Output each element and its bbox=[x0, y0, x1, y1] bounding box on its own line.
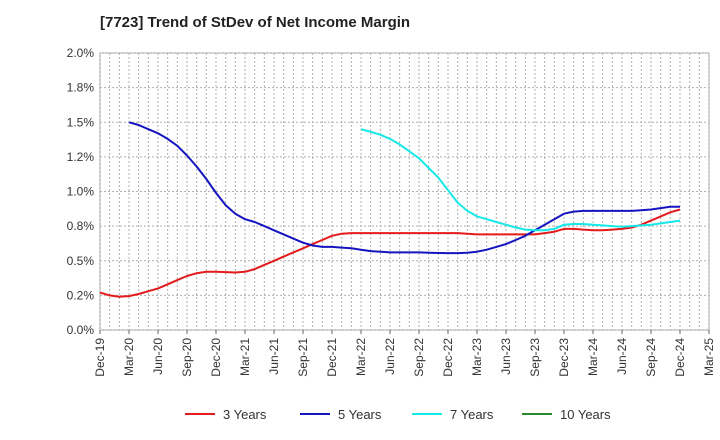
x-tick-label: Jun-20 bbox=[151, 338, 165, 375]
y-tick-label: 0.5% bbox=[67, 254, 95, 268]
x-tick-label: Dec-20 bbox=[209, 338, 223, 377]
y-tick-label: 1.0% bbox=[67, 185, 95, 199]
x-tick-label: Jun-24 bbox=[615, 338, 629, 375]
y-axis-ticks: 0.0% 0.2% 0.5% 0.8% 1.0% 1.2% 1.5% 1.8% 2.0% bbox=[67, 46, 95, 337]
y-tick-label: 0.2% bbox=[67, 288, 95, 302]
x-tick-label: Dec-19 bbox=[93, 338, 107, 377]
legend: 3 Years 5 Years 7 Years 10 Years bbox=[185, 407, 611, 422]
x-tick-label: Sep-21 bbox=[296, 338, 310, 377]
series-line-7-years bbox=[360, 128, 681, 232]
x-tick-label: Jun-22 bbox=[383, 338, 397, 375]
x-axis-ticks: Dec-19 Mar-20 Jun-20 Sep-20 Dec-20 Mar-21 Jun-… bbox=[93, 330, 716, 377]
legend-label: 3 Years bbox=[223, 407, 267, 422]
x-tick-label: Dec-23 bbox=[557, 338, 571, 377]
y-tick-label: 0.0% bbox=[67, 323, 95, 337]
y-tick-label: 1.2% bbox=[67, 150, 95, 164]
y-tick-label: 1.8% bbox=[67, 81, 95, 95]
y-tick-label: 0.8% bbox=[67, 219, 95, 233]
y-tick-label: 2.0% bbox=[67, 46, 95, 60]
grid-lines bbox=[99, 52, 710, 331]
x-tick-label: Dec-24 bbox=[673, 338, 687, 377]
x-tick-label: Sep-24 bbox=[644, 338, 658, 377]
legend-label: 10 Years bbox=[560, 407, 611, 422]
legend-label: 5 Years bbox=[338, 407, 382, 422]
x-tick-label: Sep-23 bbox=[528, 338, 542, 377]
x-tick-label: Sep-20 bbox=[180, 338, 194, 377]
x-tick-label: Mar-20 bbox=[122, 338, 136, 376]
legend-label: 7 Years bbox=[450, 407, 494, 422]
x-tick-label: Mar-23 bbox=[470, 338, 484, 376]
x-tick-label: Sep-22 bbox=[412, 338, 426, 377]
x-tick-label: Dec-22 bbox=[441, 338, 455, 377]
x-tick-label: Jun-23 bbox=[499, 338, 513, 375]
x-tick-label: Mar-25 bbox=[702, 338, 716, 376]
series-lines bbox=[99, 121, 681, 298]
x-tick-label: Mar-21 bbox=[238, 338, 252, 376]
x-tick-label: Mar-22 bbox=[354, 338, 368, 376]
series-line-3-years bbox=[99, 208, 681, 298]
y-tick-label: 1.5% bbox=[67, 115, 95, 129]
series-line-5-years bbox=[128, 121, 680, 255]
chart-title: [7723] Trend of StDev of Net Income Marg… bbox=[100, 14, 411, 31]
x-tick-label: Dec-21 bbox=[325, 338, 339, 377]
x-tick-label: Jun-21 bbox=[267, 338, 281, 375]
x-tick-label: Mar-24 bbox=[586, 338, 600, 376]
